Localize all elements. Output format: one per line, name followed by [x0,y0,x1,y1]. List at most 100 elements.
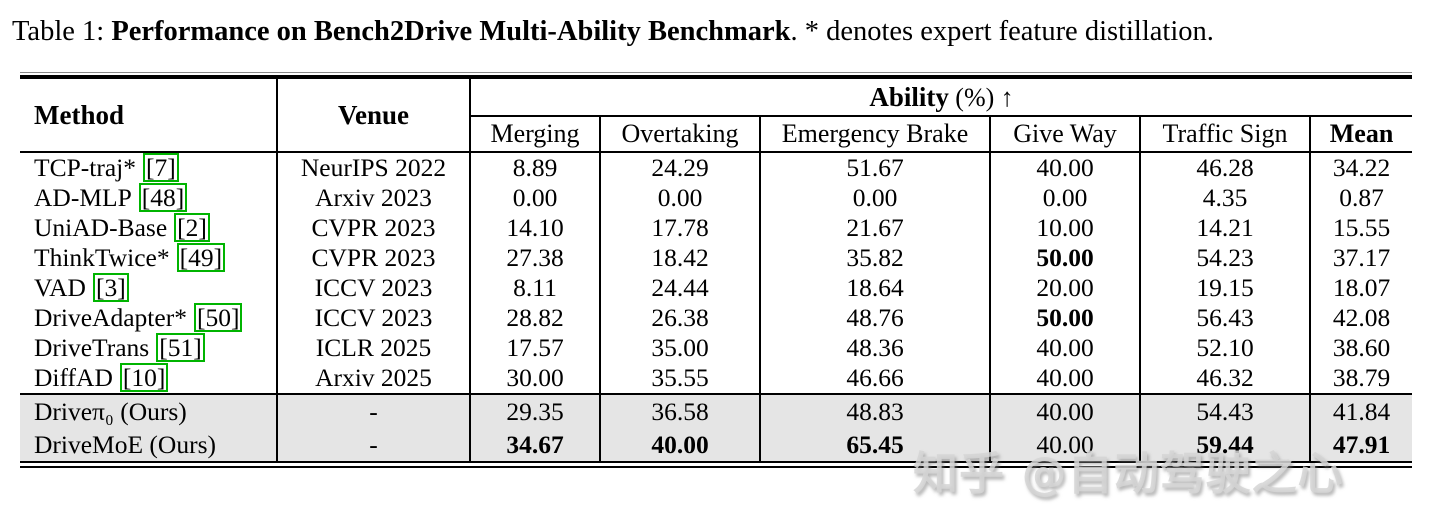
value-cell: 29.35 [469,393,600,428]
ability-group-unit: (%) [955,82,995,112]
value-cell: 0.00 [599,183,760,213]
venue-cell: CVPR 2023 [276,243,470,273]
venue-cell: - [276,393,470,428]
value-cell: 48.76 [759,303,990,333]
value-cell: 40.00 [989,363,1140,394]
value-cell: 0.00 [989,183,1140,213]
value-cell: 51.67 [759,152,990,183]
value-cell: 35.82 [759,243,990,273]
value-cell: 40.00 [989,393,1140,428]
citation-link[interactable]: [48] [138,183,188,212]
value-cell: 52.10 [1139,333,1310,363]
column-header-give-way: Give Way [989,116,1140,153]
method-cell: DriveTrans [51] [20,333,277,363]
citation-link[interactable]: [10] [119,363,169,392]
table-row: DriveTrans [51] ICLR 2025 17.57 35.00 48.36 40… [20,333,1413,363]
table-row: DriveMoE (Ours) -34.67 40.00 65.45 40.00 59.4… [20,428,1413,465]
value-cell: 17.57 [469,333,600,363]
method-cell: AD-MLP [48] [20,183,277,213]
table-row: ThinkTwice* [49] CVPR 2023 27.38 18.42 35.82 5… [20,243,1413,273]
table-row: DriveAdapter* [50] ICCV 2023 28.82 26.38 48.7… [20,303,1413,333]
citation-link[interactable]: [49] [176,243,226,272]
value-cell: 18.64 [759,273,990,303]
value-cell: 0.87 [1308,183,1413,213]
method-name: DriveAdapter* [34,303,187,332]
value-cell: 47.91 [1308,428,1413,465]
value-cell: 65.45 [759,428,990,465]
value-cell: 54.23 [1139,243,1310,273]
table-row: DiffAD [10] Arxiv 2025 30.00 35.55 46.66 40.00… [20,363,1413,394]
header-group-row: Method Venue Ability (%) ↑ [20,77,1413,153]
column-header-overtaking: Overtaking [599,116,760,153]
table-row: TCP-traj* [7] NeurIPS 2022 8.89 24.29 51.67 40… [20,152,1413,183]
method-name: DiffAD [34,363,113,392]
caption-title: Performance on Bench2Drive Multi-Ability… [111,16,791,47]
value-cell: 59.44 [1139,428,1310,465]
value-cell: 46.28 [1139,152,1310,183]
venue-cell: - [276,428,470,465]
value-cell: 14.10 [469,213,600,243]
method-name: VAD [34,273,86,302]
citation-link[interactable]: [50] [193,303,243,332]
venue-cell: Arxiv 2025 [276,363,470,394]
value-cell: 24.29 [599,152,760,183]
value-cell: 40.00 [599,428,760,465]
citation-link[interactable]: [51] [156,333,205,362]
column-header-emergency-brake: Emergency Brake [759,116,990,153]
value-cell: 38.79 [1308,363,1413,394]
header-sub-row: Merging Overtaking Emergency Brake Give … [20,116,1413,153]
method-name: ThinkTwice* [34,243,170,272]
caption-rest: . * denotes expert feature distillation. [790,16,1214,47]
column-header-merging: Merging [469,116,600,153]
column-header-method: Method [20,77,277,153]
up-arrow-icon: ↑ [1000,82,1014,112]
value-cell: 50.00 [989,243,1140,273]
venue-cell: ICCV 2023 [276,273,470,303]
value-cell: 35.55 [599,363,760,394]
method-name: DriveTrans [34,333,150,362]
venue-cell: NeurIPS 2022 [276,152,470,183]
value-cell: 38.60 [1308,333,1413,363]
value-cell: 0.00 [469,183,600,213]
table-row: Driveπ₀ (Ours) -29.35 36.58 48.83 40.00 54.43… [20,393,1413,428]
citation-link[interactable]: [3] [92,273,129,302]
caption-label: Table 1: [12,16,105,47]
table-row: UniAD-Base [2] CVPR 2023 14.10 17.78 21.67 10.… [20,213,1413,243]
value-cell: 41.84 [1308,393,1413,428]
citation-link[interactable]: [7] [143,153,179,182]
citation-link[interactable]: [2] [174,213,210,242]
method-cell: ThinkTwice* [49] [20,243,277,273]
value-cell: 14.21 [1139,213,1310,243]
value-cell: 26.38 [599,303,760,333]
value-cell: 0.00 [759,183,990,213]
column-header-mean: Mean [1308,116,1413,153]
value-cell: 54.43 [1139,393,1310,428]
value-cell: 42.08 [1308,303,1413,333]
method-name: AD-MLP [34,183,132,212]
table-row: VAD [3] ICCV 2023 8.11 24.44 18.64 20.00 19.15 1… [20,273,1413,303]
value-cell: 46.66 [759,363,990,394]
venue-cell: ICCV 2023 [276,303,470,333]
column-header-ability-group: Ability (%) ↑ [468,77,1413,117]
value-cell: 36.58 [599,393,760,428]
value-cell: 48.36 [759,333,990,363]
method-name: TCP-traj* [34,153,136,182]
method-cell: VAD [3] [20,273,277,303]
method-cell: DiffAD [10] [20,363,277,394]
method-cell: UniAD-Base [2] [20,213,277,243]
venue-cell: CVPR 2023 [276,213,470,243]
method-name: DriveMoE (Ours) [34,429,216,459]
method-cell: TCP-traj* [7] [20,152,277,183]
value-cell: 37.17 [1308,243,1413,273]
table-caption: Table 1: Performance on Bench2Drive Mult… [12,13,1416,51]
benchmark-table: Method Venue Ability (%) ↑ Merging Overt… [20,75,1413,468]
venue-cell: Arxiv 2023 [276,183,470,213]
value-cell: 24.44 [599,273,760,303]
venue-cell: ICLR 2025 [276,333,470,363]
method-cell: DriveMoE (Ours) [20,428,277,465]
column-header-venue: Venue [276,77,470,153]
method-name: Driveπ₀ (Ours) [34,396,187,426]
value-cell: 28.82 [469,303,600,333]
value-cell: 19.15 [1139,273,1310,303]
value-cell: 30.00 [469,363,600,394]
